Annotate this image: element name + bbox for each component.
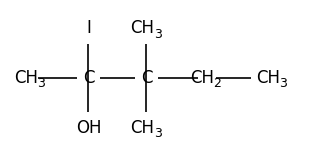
Text: CH: CH xyxy=(14,69,38,87)
Text: CH: CH xyxy=(256,69,280,87)
Text: 2: 2 xyxy=(213,77,221,90)
Text: CH: CH xyxy=(190,69,214,87)
Text: C: C xyxy=(141,69,152,87)
Text: I: I xyxy=(86,19,91,37)
Text: OH: OH xyxy=(76,119,101,137)
Text: 3: 3 xyxy=(279,77,287,90)
Text: CH: CH xyxy=(130,119,154,137)
Text: 3: 3 xyxy=(154,127,162,140)
Text: 3: 3 xyxy=(154,27,162,41)
Text: 3: 3 xyxy=(37,77,46,90)
Text: C: C xyxy=(83,69,94,87)
Text: CH: CH xyxy=(130,19,154,37)
